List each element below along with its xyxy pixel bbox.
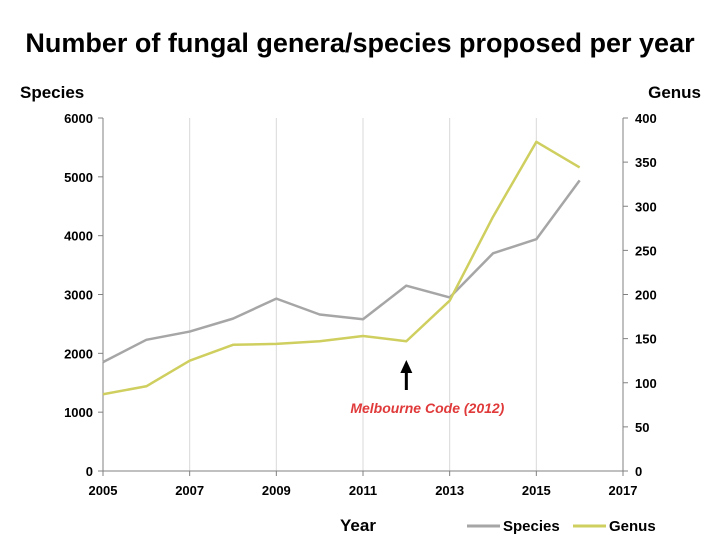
x-tick-label: 2017 — [609, 483, 638, 498]
legend: Species Genus — [467, 518, 656, 535]
x-tick-label: 2011 — [349, 483, 377, 498]
left-axis-label: Species — [20, 83, 84, 102]
x-tick-label: 2015 — [522, 483, 551, 498]
x-tick-labels: 2005 2007 2009 2011 2013 2015 2017 — [89, 483, 638, 498]
x-tick-label: 2007 — [175, 483, 204, 498]
axes — [98, 117, 628, 476]
series-line-species — [102, 179, 581, 364]
x-tick-label: 2009 — [262, 483, 291, 498]
left-tick-label: 6000 — [64, 111, 93, 126]
series-lines — [102, 140, 581, 396]
legend-label-genus: Genus — [609, 518, 656, 535]
x-tick-label: 2005 — [89, 483, 118, 498]
legend-label-species: Species — [503, 518, 560, 535]
right-tick-label: 400 — [635, 111, 657, 126]
series-line-genus — [102, 140, 581, 396]
left-tick-label: 2000 — [64, 346, 93, 361]
annotation-text: Melbourne Code (2012) — [350, 400, 504, 416]
right-tick-label: 0 — [635, 464, 642, 479]
right-tick-label: 150 — [635, 332, 657, 347]
right-tick-label: 100 — [635, 376, 657, 391]
left-tick-label: 0 — [86, 464, 93, 479]
right-tick-label: 50 — [635, 420, 649, 435]
left-tick-label: 1000 — [64, 405, 93, 420]
left-tick-label: 3000 — [64, 288, 93, 303]
right-tick-label: 250 — [635, 243, 657, 258]
right-tick-label: 300 — [635, 199, 657, 214]
annotation: Melbourne Code (2012) — [350, 360, 505, 416]
right-tick-labels: 0 50 100 150 200 250 300 350 400 — [635, 111, 657, 479]
right-tick-label: 350 — [635, 155, 657, 170]
grid-lines — [102, 118, 624, 471]
annotation-arrow-head — [400, 360, 413, 373]
left-tick-label: 4000 — [64, 229, 93, 244]
right-axis-label: Genus — [648, 83, 701, 102]
right-tick-label: 200 — [635, 288, 657, 303]
x-tick-label: 2013 — [435, 483, 464, 498]
chart-title: Number of fungal genera/species proposed… — [25, 28, 695, 58]
left-tick-label: 5000 — [64, 170, 93, 185]
left-tick-labels: 0 1000 2000 3000 4000 5000 6000 — [64, 111, 93, 479]
x-axis-label: Year — [340, 516, 376, 535]
